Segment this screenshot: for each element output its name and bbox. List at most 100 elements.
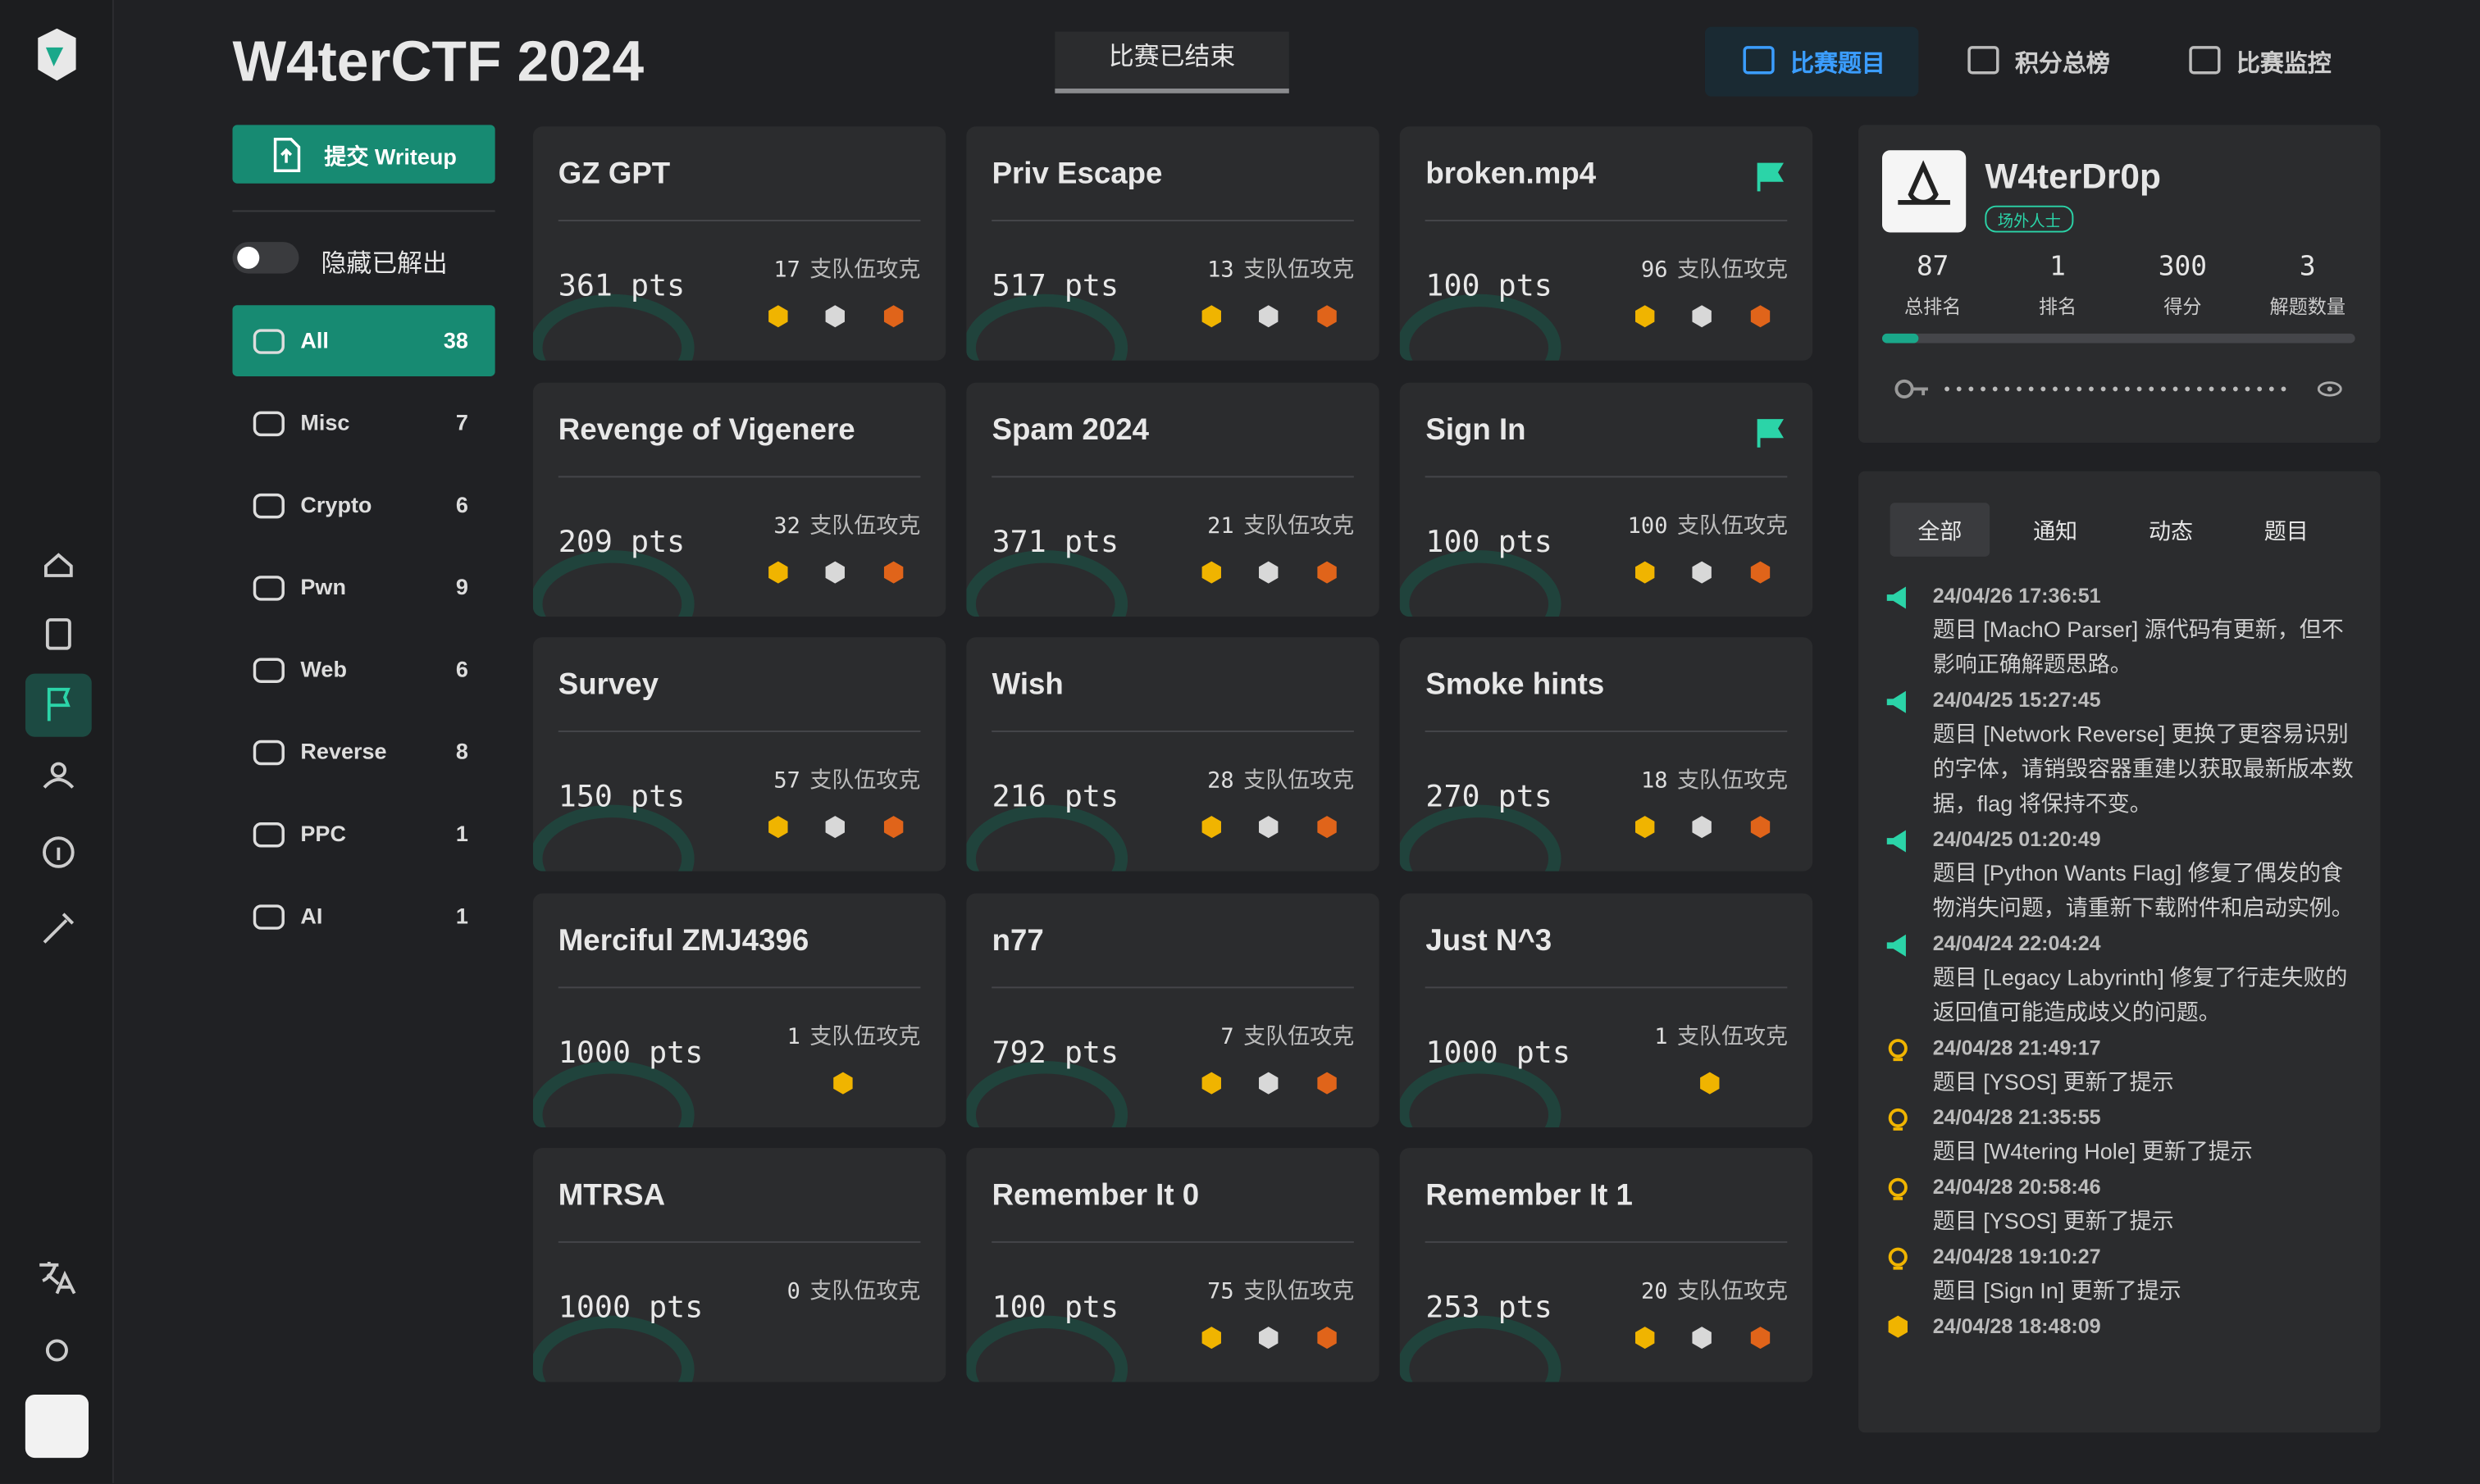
divider (558, 475, 921, 477)
solves: 1 支队伍攻克 (1654, 1019, 1788, 1051)
challenge-points: 361 pts (558, 268, 686, 304)
category[interactable]: AI 1 (232, 881, 495, 952)
stat-label: 排名 (2038, 295, 2077, 318)
avatar[interactable] (25, 1394, 89, 1459)
notice: 24/04/28 21:49:17 题目 [YSOS] 更新了提示 (1933, 1032, 2360, 1099)
stat-label: 总排名 (1903, 295, 1962, 318)
nav-item[interactable]: 比赛题目 (1790, 50, 1885, 78)
notice-tab[interactable]: 动态 (2148, 518, 2193, 544)
solve-count: 18 (1640, 768, 1668, 794)
divider (1425, 475, 1789, 477)
challenge-card[interactable]: Wish 216 pts 28 支队伍攻克 (966, 637, 1380, 872)
solves: 96 支队伍攻克 (1641, 253, 1788, 285)
card-decoration (966, 285, 1141, 361)
challenge-card[interactable]: Remember It 0 100 pts 75 支队伍攻克 (966, 1148, 1380, 1382)
challenge-card[interactable]: Remember It 1 253 pts 20 支队伍攻克 (1400, 1148, 1813, 1382)
nav-item[interactable]: 积分总榜 (2014, 50, 2110, 78)
challenge-card[interactable]: broken.mp4 100 pts 96 支队伍攻克 (1400, 126, 1813, 361)
medals (1199, 814, 1357, 847)
challenge-points: 150 pts (558, 779, 686, 815)
category[interactable]: All 38 (232, 305, 495, 376)
solve-count: 21 (1207, 512, 1234, 539)
card-decoration (532, 795, 707, 872)
challenge-title: Just N^3 (1425, 924, 1552, 958)
token-row[interactable] (1893, 375, 2351, 403)
category[interactable]: Pwn 9 (232, 552, 495, 623)
challenge-card[interactable]: MTRSA 1000 pts 0 支队伍攻克 (532, 1148, 946, 1382)
solve-count: 75 (1207, 1279, 1234, 1305)
challenge-points: 517 pts (992, 268, 1119, 304)
status-tab: 比赛已结束 (1055, 31, 1289, 93)
challenge-card[interactable]: Priv Escape 517 pts 13 支队伍攻克 (966, 126, 1380, 361)
notice: 24/04/28 21:35:55 题目 [W4tering Hole] 更新了提… (1933, 1102, 2360, 1168)
challenge-card[interactable]: Spam 2024 371 pts 21 支队伍攻克 (966, 381, 1380, 617)
category[interactable]: Misc 7 (232, 387, 495, 458)
challenge-card[interactable]: Just N^3 1000 pts 1 支队伍攻克 (1400, 892, 1813, 1127)
category-count: 38 (443, 327, 468, 353)
solve-label: 支队伍攻克 (809, 256, 921, 282)
card-decoration (1400, 285, 1575, 361)
notice-text: 题目 [Python Wants Flag] 修复了偶发的食物消失问题，请重新下… (1932, 860, 2354, 921)
medals (1199, 1070, 1357, 1104)
profile-panel: W4terDr0p 场外人士 87 总排名 1 排名 300 得分 3 解题数量 (1858, 125, 2381, 443)
category[interactable]: PPC 1 (232, 799, 495, 870)
challenge-title: GZ GPT (558, 157, 671, 192)
notice-time: 24/04/28 20:58:46 (1932, 1174, 2101, 1199)
notice-text: 题目 [Legacy Labyrinth] 修复了行走失败的返回值可能造成歧义的… (1932, 964, 2348, 1025)
notice: 24/04/28 18:48:09 (1933, 1311, 2360, 1343)
toggle[interactable] (232, 242, 299, 274)
category-name: Web (300, 656, 347, 682)
challenge-card[interactable]: Sign In 100 pts 100 支队伍攻克 (1400, 381, 1813, 617)
medals (1633, 814, 1791, 847)
category-count: 6 (455, 656, 468, 682)
notice-tab[interactable]: 通知 (2033, 518, 2078, 544)
solve-count: 1 (786, 1023, 800, 1049)
category-icon (252, 571, 286, 610)
medals (1633, 303, 1791, 336)
solves: 0 支队伍攻克 (787, 1274, 921, 1306)
notice-tab[interactable]: 题目 (2263, 518, 2309, 544)
category[interactable]: Web 6 (232, 634, 495, 705)
rail-icons[interactable] (25, 521, 92, 964)
nav-item[interactable]: 比赛监控 (2236, 50, 2332, 78)
solve-count: 13 (1207, 257, 1234, 284)
challenge-card[interactable]: GZ GPT 361 pts 17 支队伍攻克 (532, 126, 946, 361)
submit-button[interactable]: 提交 Writeup (232, 125, 495, 184)
progress (1881, 333, 2355, 344)
category-count: 7 (455, 409, 468, 435)
toggle-knob (237, 246, 260, 269)
notice-icon (1884, 931, 1912, 967)
divider (1425, 730, 1789, 732)
challenge-card[interactable]: Revenge of Vigenere 209 pts 32 支队伍攻克 (532, 381, 946, 617)
challenge-title: n77 (992, 924, 1044, 958)
divider (1425, 220, 1789, 221)
notice: 24/04/26 17:36:51 题目 [MachO Parser] 源代码有更… (1933, 580, 2360, 681)
notice-text: 题目 [Network Reverse] 更换了更容易识别的字体，请销毁容器重建… (1932, 721, 2354, 817)
notice-time: 24/04/28 21:35:55 (1932, 1105, 2101, 1129)
solve-label: 支队伍攻克 (1677, 1022, 1789, 1048)
rail-settings[interactable] (34, 1259, 82, 1372)
notice-time: 24/04/26 17:36:51 (1932, 583, 2101, 608)
solve-label: 支队伍攻克 (1243, 511, 1355, 537)
category-icon (252, 489, 286, 528)
challenge-points: 253 pts (1425, 1290, 1552, 1326)
category[interactable]: Crypto 6 (232, 470, 495, 541)
solves: 21 支队伍攻克 (1207, 508, 1354, 540)
solves: 32 支队伍攻克 (773, 508, 920, 540)
challenge-title: Priv Escape (992, 157, 1163, 192)
challenge-card[interactable]: n77 792 pts 7 支队伍攻克 (966, 892, 1380, 1127)
challenge-card[interactable]: Smoke hints 270 pts 18 支队伍攻克 (1400, 637, 1813, 872)
challenge-card[interactable]: Survey 150 pts 57 支队伍攻克 (532, 637, 946, 872)
challenge-card[interactable]: Merciful ZMJ4396 1000 pts 1 支队伍攻克 (532, 892, 946, 1127)
card-decoration (532, 1051, 707, 1127)
card-decoration (532, 285, 707, 361)
solve-count: 100 (1627, 512, 1668, 539)
medals (1199, 303, 1357, 336)
solves: 100 支队伍攻克 (1628, 508, 1788, 540)
category[interactable]: Reverse 8 (232, 717, 495, 788)
notice-tab[interactable]: 全部 (1917, 518, 1963, 544)
category-name: All (300, 327, 329, 353)
challenge-points: 792 pts (992, 1035, 1119, 1070)
challenge-points: 100 pts (1425, 524, 1552, 559)
solve-count: 7 (1220, 1023, 1234, 1049)
